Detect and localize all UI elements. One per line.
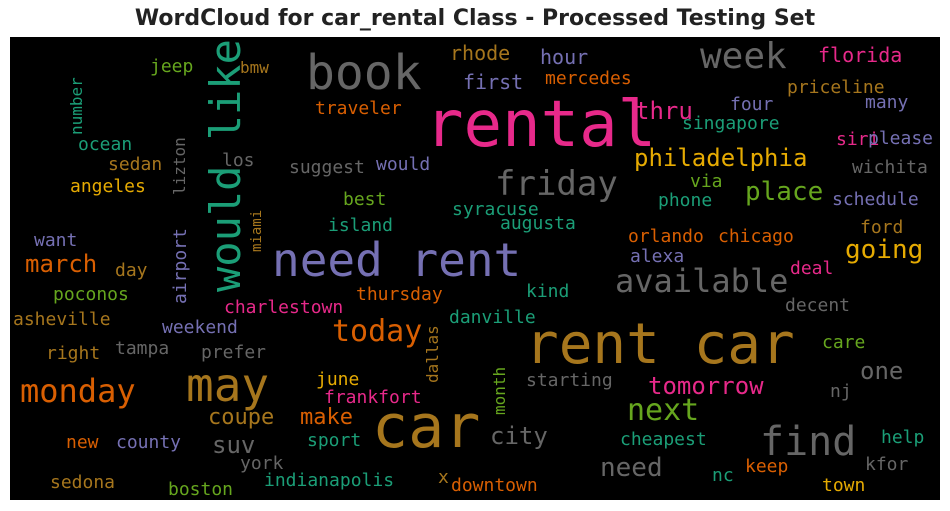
word-place: place <box>745 177 824 207</box>
word-going: going <box>845 235 924 265</box>
word-nj: nj <box>830 381 852 402</box>
word-alexa: alexa <box>630 246 685 267</box>
word-keep: keep <box>745 456 789 477</box>
word-sedona: sedona <box>50 472 116 493</box>
word-care: care <box>822 332 866 353</box>
word-available: available <box>615 262 789 300</box>
word-phone: phone <box>658 190 713 211</box>
word-number: number <box>67 77 86 135</box>
word-car: car <box>372 392 481 462</box>
word-deal: deal <box>790 258 834 279</box>
word-danville: danville <box>449 307 536 328</box>
word-suggest: suggest <box>289 157 365 178</box>
word-four: four <box>730 94 774 115</box>
word-thru: thru <box>635 97 693 125</box>
word-jeep: jeep <box>150 56 194 77</box>
word-asheville: asheville <box>13 309 111 330</box>
word-siri: siri <box>836 129 880 150</box>
word-want: want <box>34 230 78 251</box>
word-today: today <box>332 314 423 349</box>
word-indianapolis: indianapolis <box>264 470 395 491</box>
word-augusta: augusta <box>500 213 576 234</box>
word-find: find <box>760 419 857 465</box>
word-june: june <box>316 369 360 390</box>
word-hour: hour <box>540 45 589 69</box>
word-traveler: traveler <box>315 98 402 119</box>
word-x: x <box>438 467 449 488</box>
word-next: next <box>627 393 700 428</box>
word-tomorrow: tomorrow <box>648 372 764 400</box>
word-boston: boston <box>168 479 234 500</box>
word-downtown: downtown <box>451 475 538 496</box>
word-need: need <box>600 453 663 483</box>
word-best: best <box>343 189 387 210</box>
word-island: island <box>328 215 394 236</box>
word-first: first <box>463 70 524 94</box>
word-syracuse: syracuse <box>452 199 539 220</box>
word-angeles: angeles <box>70 176 146 197</box>
word-decent: decent <box>785 295 851 316</box>
word-poconos: poconos <box>53 284 129 305</box>
word-need-rent: need rent <box>272 233 522 287</box>
word-monday: monday <box>20 372 136 410</box>
word-mercedes: mercedes <box>545 68 632 89</box>
word-friday: friday <box>495 164 618 204</box>
word-town: town <box>822 475 866 496</box>
word-kfor: kfor <box>865 454 909 475</box>
word-charlestown: charlestown <box>224 297 344 318</box>
word-rhode: rhode <box>450 41 511 65</box>
word-one: one <box>860 357 904 385</box>
word-help: help <box>881 427 925 448</box>
word-cheapest: cheapest <box>620 429 707 450</box>
chart-title: WordCloud for car_rental Class - Process… <box>134 6 816 31</box>
word-please: please <box>868 128 934 149</box>
word-day: day <box>115 260 148 281</box>
word-via: via <box>690 171 723 192</box>
word-priceline: priceline <box>787 77 885 98</box>
word-rent-car: rent car <box>525 312 795 377</box>
word-would: would <box>376 154 431 175</box>
word-cloud: rental rent car car need rent book would like… <box>10 37 940 500</box>
word-sport: sport <box>307 430 362 451</box>
word-bmw: bmw <box>240 58 269 77</box>
word-new: new <box>66 432 99 453</box>
word-month: month <box>490 366 509 415</box>
word-march: march <box>25 250 98 278</box>
word-weekend: weekend <box>162 317 238 338</box>
word-york: york <box>240 453 284 474</box>
word-suv: suv <box>212 431 256 459</box>
word-miami: miami <box>249 209 265 252</box>
word-book: book <box>306 45 422 101</box>
word-county: county <box>116 432 182 453</box>
word-lizton: lizton <box>170 137 189 195</box>
word-tampa: tampa <box>115 338 170 359</box>
word-florida: florida <box>818 43 903 67</box>
word-ocean: ocean <box>78 134 133 155</box>
word-may: may <box>186 358 270 412</box>
word-prefer: prefer <box>201 342 267 363</box>
word-nc: nc <box>712 465 734 486</box>
word-airport: airport <box>170 228 191 304</box>
word-singapore: singapore <box>682 113 780 134</box>
word-make: make <box>300 405 353 430</box>
word-rental: rental <box>425 88 657 162</box>
word-frankfort: frankfort <box>324 387 422 408</box>
word-right: right <box>46 343 101 364</box>
word-sedan: sedan <box>108 154 163 175</box>
word-starting: starting <box>526 370 613 391</box>
word-schedule: schedule <box>832 189 919 210</box>
word-dallas: dallas <box>423 325 442 383</box>
word-philadelphia: philadelphia <box>634 144 808 172</box>
word-los: los <box>222 150 255 171</box>
word-kind: kind <box>526 281 570 302</box>
word-many: many <box>865 92 909 113</box>
word-coupe: coupe <box>208 405 275 430</box>
word-wichita: wichita <box>852 157 928 178</box>
word-week: week <box>700 37 787 77</box>
word-chicago: chicago <box>718 226 794 247</box>
word-thursday: thursday <box>356 284 443 305</box>
word-ford: ford <box>860 217 904 238</box>
word-city: city <box>490 422 548 450</box>
word-orlando: orlando <box>628 226 704 247</box>
